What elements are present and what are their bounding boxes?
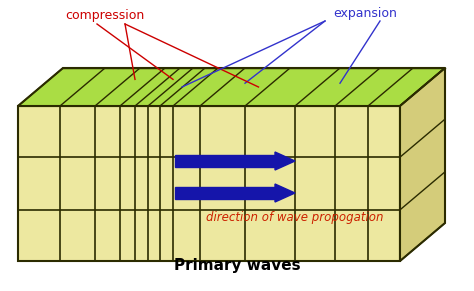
Polygon shape bbox=[275, 184, 295, 202]
Text: Primary waves: Primary waves bbox=[173, 258, 301, 273]
Polygon shape bbox=[18, 68, 445, 106]
Polygon shape bbox=[18, 106, 400, 261]
Polygon shape bbox=[275, 152, 295, 170]
Polygon shape bbox=[175, 155, 275, 167]
Text: direction of wave propogation: direction of wave propogation bbox=[206, 212, 384, 224]
Text: expansion: expansion bbox=[333, 6, 397, 19]
Polygon shape bbox=[400, 68, 445, 261]
Polygon shape bbox=[175, 187, 275, 199]
Text: compression: compression bbox=[65, 10, 145, 22]
